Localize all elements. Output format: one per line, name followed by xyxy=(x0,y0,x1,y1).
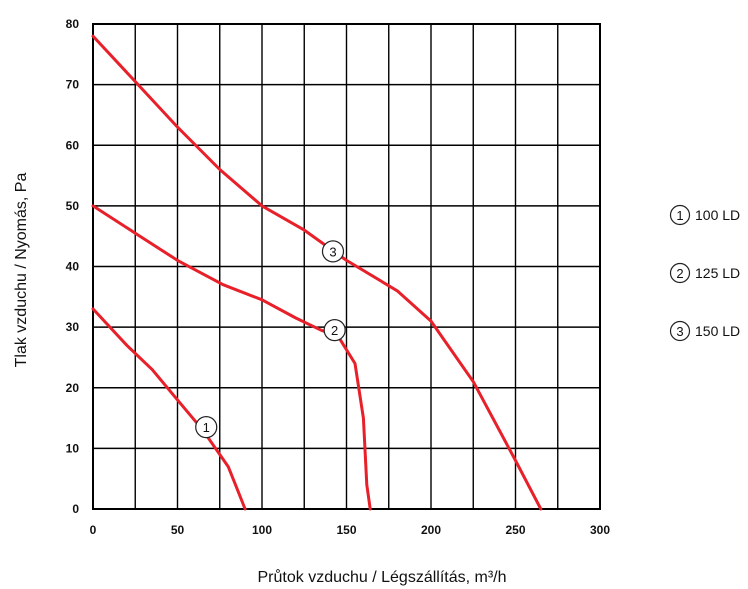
axis-tick-labels: 0 50 100 150 200 250 300 0 10 20 30 40 50 60 70 80 xyxy=(66,17,611,537)
y-tick-label: 70 xyxy=(66,78,80,92)
series-marker-3: 3 xyxy=(321,240,345,263)
y-tick-label: 30 xyxy=(66,320,80,334)
x-tick-label: 50 xyxy=(171,523,185,537)
legend-entry-3: 3 150 LD xyxy=(669,320,740,342)
marker-circle xyxy=(195,416,218,439)
y-tick-label: 0 xyxy=(72,502,79,516)
legend-marker-circle xyxy=(669,262,691,284)
x-tick-label: 100 xyxy=(252,523,272,537)
marker-number: 1 xyxy=(203,420,210,435)
y-tick-label: 20 xyxy=(66,381,80,395)
x-tick-label: 250 xyxy=(505,523,525,537)
x-tick-label: 200 xyxy=(421,523,441,537)
legend-marker-circle xyxy=(669,320,691,342)
legend-entry-1: 1 100 LD xyxy=(669,204,740,226)
y-tick-label: 40 xyxy=(66,260,80,274)
x-axis-title: Průtok vzduchu / Légszállítás, m³/h xyxy=(258,568,507,586)
legend-marker-circle xyxy=(669,204,691,226)
marker-circle xyxy=(321,240,345,263)
y-tick-label: 60 xyxy=(66,138,80,152)
legend-label: 150 LD xyxy=(695,323,740,339)
marker-number: 3 xyxy=(329,244,336,259)
legend-marker-number: 1 xyxy=(676,208,683,223)
legend-marker-number: 3 xyxy=(676,324,683,339)
legend-entry-2: 2 125 LD xyxy=(669,262,740,284)
legend-label: 125 LD xyxy=(695,265,740,281)
series-line-1 xyxy=(91,307,247,511)
legend-marker-number: 2 xyxy=(676,266,683,281)
y-tick-label: 50 xyxy=(66,199,80,213)
series-markers: 1 2 3 xyxy=(195,240,346,439)
legend: 1 100 LD 2 125 LD 3 150 LD xyxy=(669,204,740,342)
series-marker-1: 1 xyxy=(195,416,218,439)
x-tick-label: 150 xyxy=(336,523,356,537)
series-marker-2: 2 xyxy=(323,319,346,342)
marker-number: 2 xyxy=(331,323,338,338)
x-tick-label: 0 xyxy=(90,523,97,537)
x-tick-label: 300 xyxy=(590,523,610,537)
chart-grid xyxy=(92,23,601,510)
legend-label: 100 LD xyxy=(695,207,740,223)
y-tick-label: 80 xyxy=(66,17,80,31)
series-line-2 xyxy=(91,204,372,511)
y-axis-title: Tlak vzduchu / Nyomás, Pa xyxy=(13,173,30,368)
y-tick-label: 10 xyxy=(66,441,80,455)
marker-circle xyxy=(323,319,346,342)
